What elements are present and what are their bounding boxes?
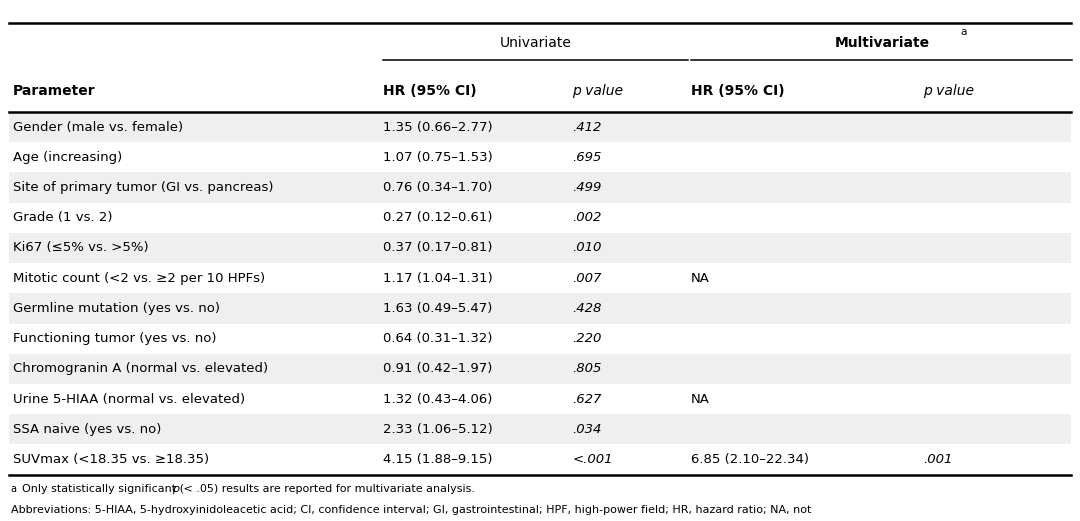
Text: .001: .001 xyxy=(923,453,953,466)
Bar xyxy=(9,384,1071,414)
Text: 0.27 (0.12–0.61): 0.27 (0.12–0.61) xyxy=(383,212,492,224)
Bar xyxy=(9,203,1071,233)
Text: Grade (1 vs. 2): Grade (1 vs. 2) xyxy=(13,212,112,224)
Text: 0.37 (0.17–0.81): 0.37 (0.17–0.81) xyxy=(383,242,492,254)
Text: .002: .002 xyxy=(572,212,602,224)
Text: Multivariate: Multivariate xyxy=(834,36,930,50)
Bar xyxy=(9,263,1071,293)
Text: SSA naive (yes vs. no): SSA naive (yes vs. no) xyxy=(13,423,161,436)
Text: .034: .034 xyxy=(572,423,602,436)
Text: .499: .499 xyxy=(572,181,602,194)
Text: Abbreviations: 5-HIAA, 5-hydroxyinidoleacetic acid; CI, confidence interval; GI,: Abbreviations: 5-HIAA, 5-hydroxyinidolea… xyxy=(11,505,811,515)
Text: 6.85 (2.10–22.34): 6.85 (2.10–22.34) xyxy=(691,453,809,466)
Text: Parameter: Parameter xyxy=(13,84,96,98)
Text: 4.15 (1.88–9.15): 4.15 (1.88–9.15) xyxy=(383,453,492,466)
Text: SUVmax (<18.35 vs. ≥18.35): SUVmax (<18.35 vs. ≥18.35) xyxy=(13,453,210,466)
Text: NA: NA xyxy=(691,393,710,405)
Text: 1.63 (0.49–5.47): 1.63 (0.49–5.47) xyxy=(383,302,492,315)
Text: .220: .220 xyxy=(572,332,602,345)
Text: .428: .428 xyxy=(572,302,602,315)
Text: 2.33 (1.06–5.12): 2.33 (1.06–5.12) xyxy=(383,423,494,436)
Text: Urine 5-HIAA (normal vs. elevated): Urine 5-HIAA (normal vs. elevated) xyxy=(13,393,245,405)
Text: p: p xyxy=(173,484,179,494)
Bar xyxy=(9,293,1071,324)
Text: Age (increasing): Age (increasing) xyxy=(13,151,122,164)
Text: <.001: <.001 xyxy=(572,453,613,466)
Text: Mitotic count (<2 vs. ≥2 per 10 HPFs): Mitotic count (<2 vs. ≥2 per 10 HPFs) xyxy=(13,272,265,284)
Text: .412: .412 xyxy=(572,121,602,133)
Text: 0.91 (0.42–1.97): 0.91 (0.42–1.97) xyxy=(383,363,492,375)
Text: < .05) results are reported for multivariate analysis.: < .05) results are reported for multivar… xyxy=(180,484,475,494)
Text: a: a xyxy=(961,27,967,36)
Text: 1.35 (0.66–2.77): 1.35 (0.66–2.77) xyxy=(383,121,494,133)
Text: Univariate: Univariate xyxy=(500,36,571,50)
Text: NA: NA xyxy=(691,272,710,284)
Text: 1.32 (0.43–4.06): 1.32 (0.43–4.06) xyxy=(383,393,492,405)
Text: Functioning tumor (yes vs. no): Functioning tumor (yes vs. no) xyxy=(13,332,216,345)
Text: p value: p value xyxy=(572,84,623,98)
Bar xyxy=(9,233,1071,263)
Text: a: a xyxy=(11,484,17,494)
Text: Chromogranin A (normal vs. elevated): Chromogranin A (normal vs. elevated) xyxy=(13,363,268,375)
Bar xyxy=(9,23,1071,70)
Text: Site of primary tumor (GI vs. pancreas): Site of primary tumor (GI vs. pancreas) xyxy=(13,181,273,194)
Text: .627: .627 xyxy=(572,393,602,405)
Bar xyxy=(9,414,1071,444)
Bar xyxy=(9,70,1071,112)
Text: .010: .010 xyxy=(572,242,602,254)
Bar xyxy=(9,142,1071,172)
Text: Gender (male vs. female): Gender (male vs. female) xyxy=(13,121,184,133)
Bar xyxy=(9,172,1071,203)
Text: 0.64 (0.31–1.32): 0.64 (0.31–1.32) xyxy=(383,332,492,345)
Text: Germline mutation (yes vs. no): Germline mutation (yes vs. no) xyxy=(13,302,220,315)
Text: 1.07 (0.75–1.53): 1.07 (0.75–1.53) xyxy=(383,151,494,164)
Text: Ki67 (≤5% vs. >5%): Ki67 (≤5% vs. >5%) xyxy=(13,242,149,254)
Text: .695: .695 xyxy=(572,151,602,164)
Bar xyxy=(9,354,1071,384)
Text: HR (95% CI): HR (95% CI) xyxy=(691,84,785,98)
Text: p value: p value xyxy=(923,84,974,98)
Text: 1.17 (1.04–1.31): 1.17 (1.04–1.31) xyxy=(383,272,494,284)
Text: 0.76 (0.34–1.70): 0.76 (0.34–1.70) xyxy=(383,181,492,194)
Text: .805: .805 xyxy=(572,363,602,375)
Bar xyxy=(9,444,1071,475)
Text: .007: .007 xyxy=(572,272,602,284)
Text: Only statistically significant (: Only statistically significant ( xyxy=(22,484,184,494)
Text: HR (95% CI): HR (95% CI) xyxy=(383,84,477,98)
Bar xyxy=(9,112,1071,142)
Bar xyxy=(9,324,1071,354)
